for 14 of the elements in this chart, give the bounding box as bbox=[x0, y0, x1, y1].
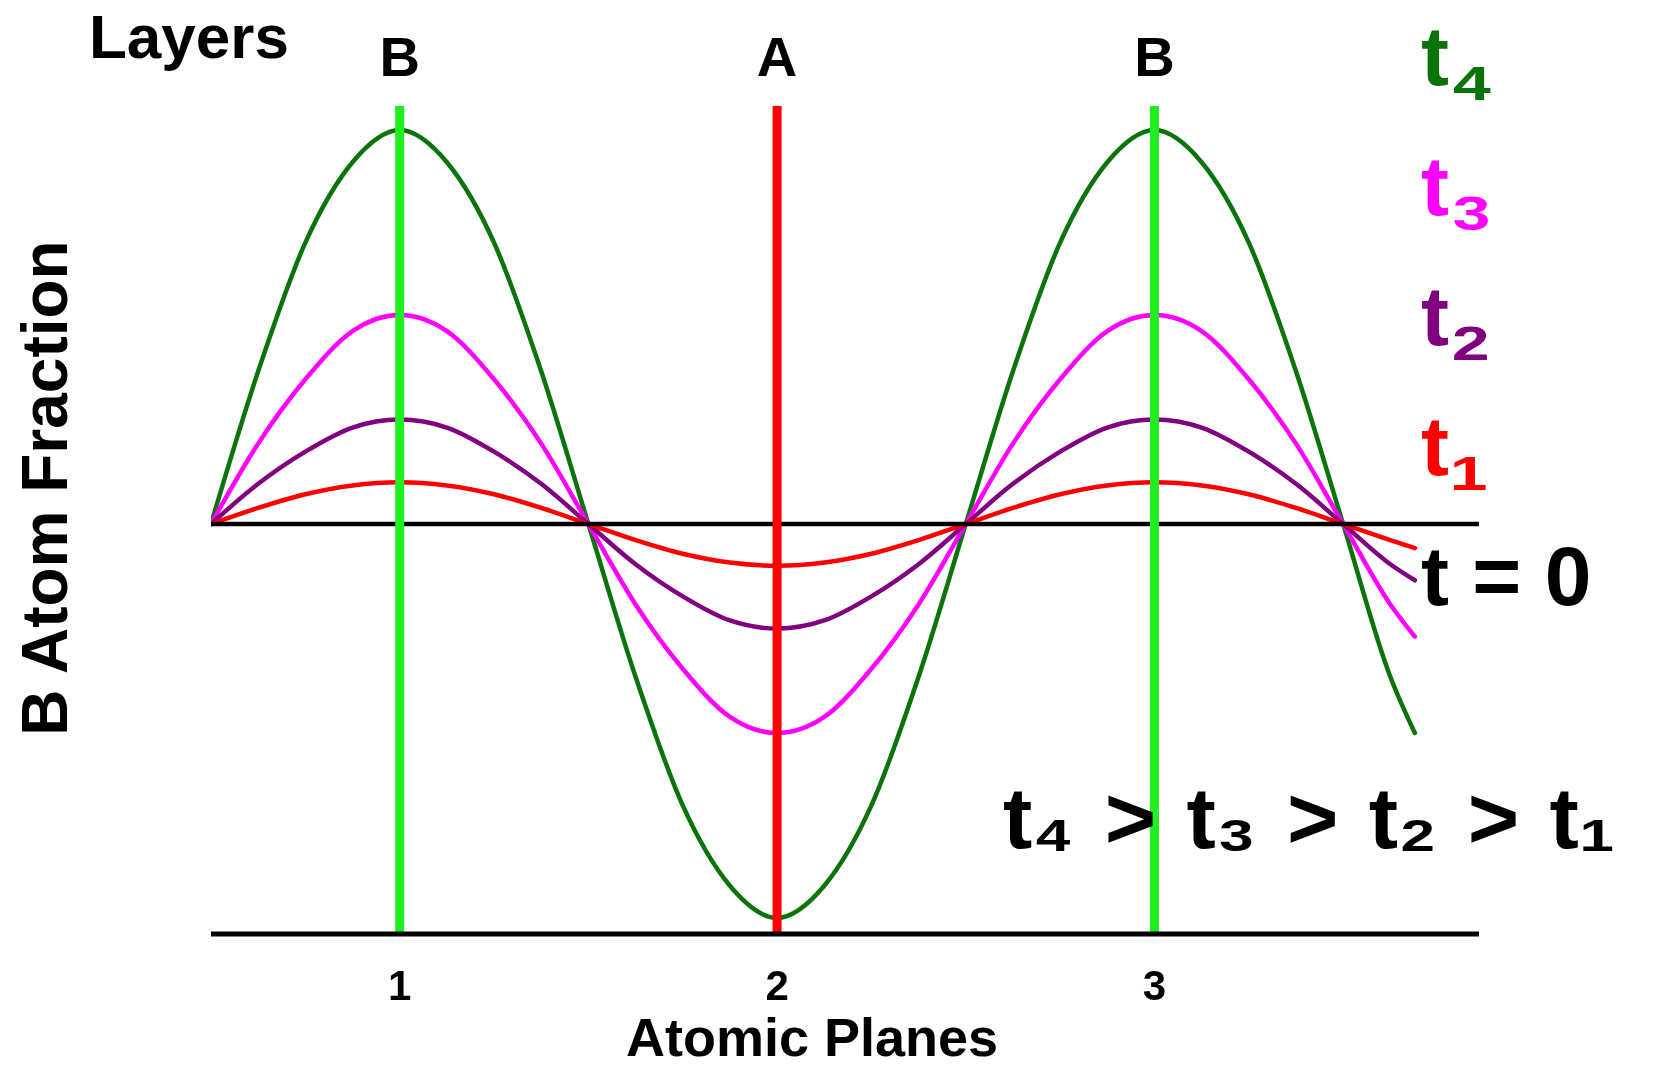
x-tick-label: 2 bbox=[765, 961, 789, 1009]
series-label: t₁ bbox=[1421, 399, 1489, 507]
y-axis-title: B Atom Fraction bbox=[9, 240, 81, 736]
ref-line-label: A bbox=[756, 25, 798, 88]
ref-line-label: B bbox=[1134, 25, 1175, 88]
x-tick-label: 1 bbox=[388, 961, 412, 1009]
text: t₄ bbox=[1421, 9, 1496, 117]
text: t₃ bbox=[1421, 139, 1494, 247]
text: Layers bbox=[89, 2, 289, 71]
ref-line-label: B bbox=[379, 25, 420, 88]
x-tick-label: 3 bbox=[1142, 961, 1167, 1009]
x-axis-title: Atomic Planes bbox=[625, 1007, 999, 1066]
series-label: t = 0 bbox=[1421, 529, 1592, 623]
series-label: t₂ bbox=[1421, 269, 1492, 377]
